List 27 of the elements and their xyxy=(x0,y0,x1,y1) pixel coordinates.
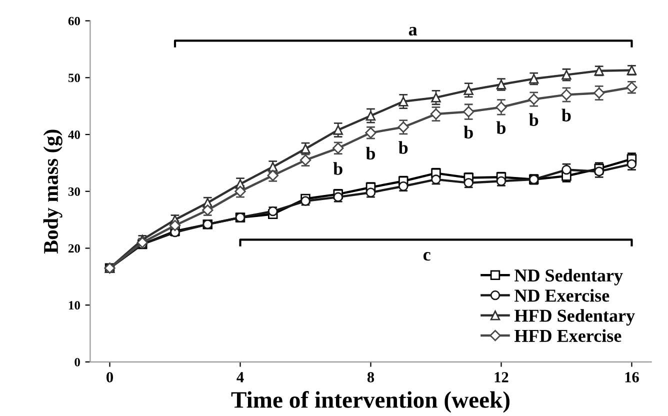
y-tick-label: 20 xyxy=(68,244,80,253)
annotation: b xyxy=(366,146,376,160)
annotation: b xyxy=(464,126,473,139)
y-tick-label: 40 xyxy=(68,130,80,139)
y-tick-label: 0 xyxy=(74,358,80,366)
x-tick-label: 0 xyxy=(106,372,113,382)
annotation: b xyxy=(398,141,408,154)
legend-label: HFD Sedentary xyxy=(514,309,635,326)
y-tick-label: 60 xyxy=(68,16,80,26)
legend-label: HFD Exercise xyxy=(514,329,622,342)
annotation: a xyxy=(408,26,418,36)
y-axis-title: Body mass (g) xyxy=(43,130,62,254)
x-tick-label: 4 xyxy=(236,372,244,382)
x-tick-label: 8 xyxy=(367,372,374,382)
annotation: b xyxy=(496,121,506,134)
annotation: b xyxy=(333,162,342,175)
x-tick-label: 16 xyxy=(625,372,639,382)
y-tick-label: 30 xyxy=(68,187,80,196)
y-tick-label: 10 xyxy=(68,301,80,310)
y-tick-label: 50 xyxy=(68,74,80,82)
annotation: b xyxy=(529,113,538,126)
legend-label: ND Exercise xyxy=(514,289,610,302)
legend-label: ND Sedentary xyxy=(514,268,623,286)
annotation: b xyxy=(562,108,571,122)
x-axis-title: Time of intervention (week) xyxy=(231,391,510,413)
annotation: c xyxy=(423,252,430,261)
x-tick-label: 12 xyxy=(494,372,508,382)
